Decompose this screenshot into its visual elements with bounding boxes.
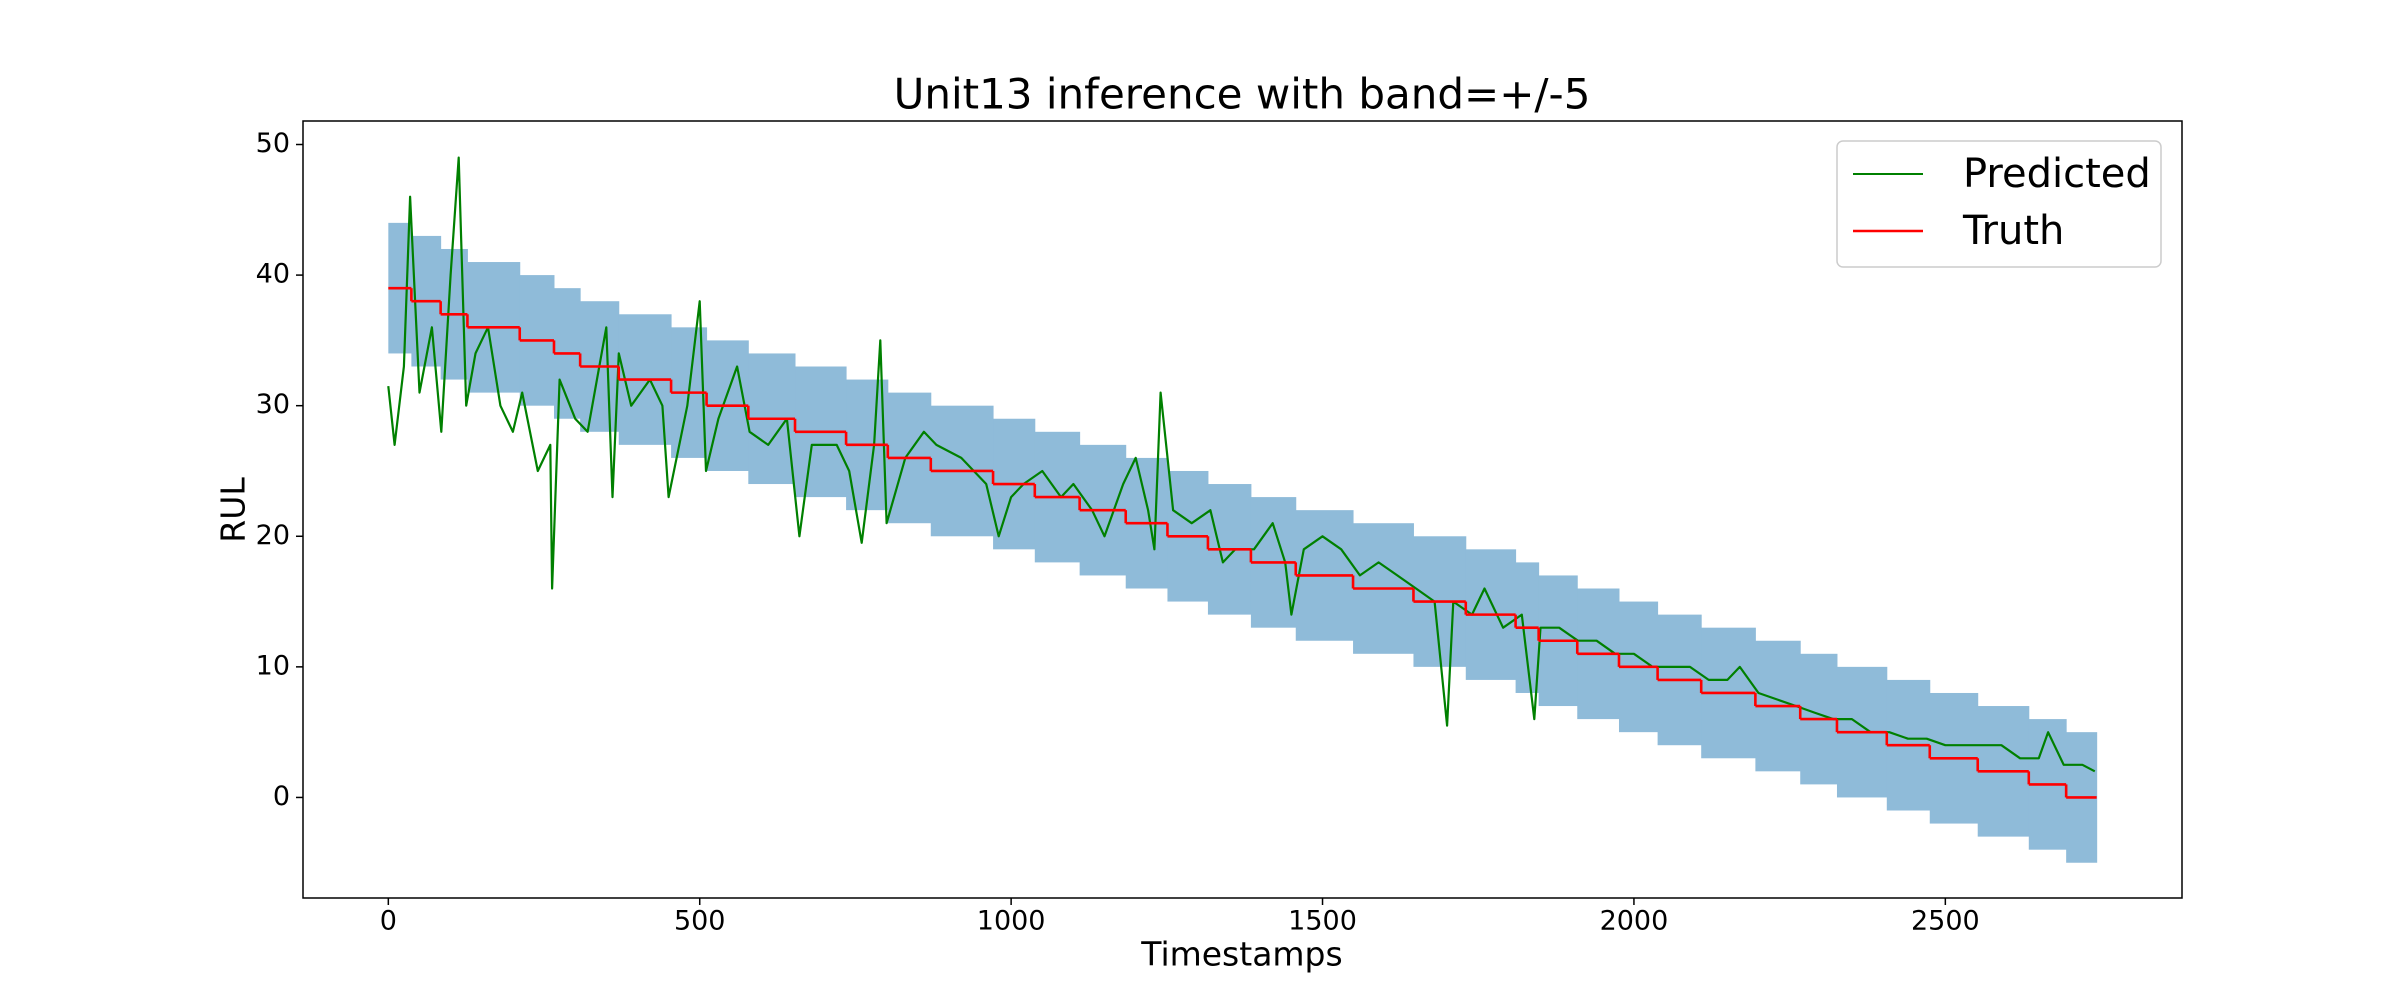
legend-label: Predicted: [1963, 151, 2151, 197]
y-tick-label: 0: [273, 781, 290, 812]
y-tick-label: 40: [256, 259, 290, 290]
legend-box: [1836, 140, 2162, 268]
x-axis-label: Timestamps: [1140, 935, 1342, 974]
x-tick-label: 1000: [977, 906, 1046, 937]
y-tick-label: 30: [256, 389, 290, 420]
chart-title: Unit13 inference with band=+/-5: [894, 70, 1591, 119]
x-tick-label: 2000: [1600, 906, 1669, 937]
y-tick-label: 10: [256, 650, 290, 681]
y-tick-label: 20: [256, 520, 290, 551]
x-tick-label: 1500: [1288, 906, 1357, 937]
x-tick-label: 500: [674, 906, 726, 937]
y-axis-label: RUL: [214, 477, 253, 543]
y-tick-label: 50: [256, 128, 290, 159]
x-tick-label: 0: [380, 906, 397, 937]
plot-frame: [302, 120, 2183, 899]
legend-label: Truth: [1962, 208, 2064, 254]
x-tick-label: 2500: [1911, 906, 1980, 937]
predicted-line: [387, 156, 2096, 773]
